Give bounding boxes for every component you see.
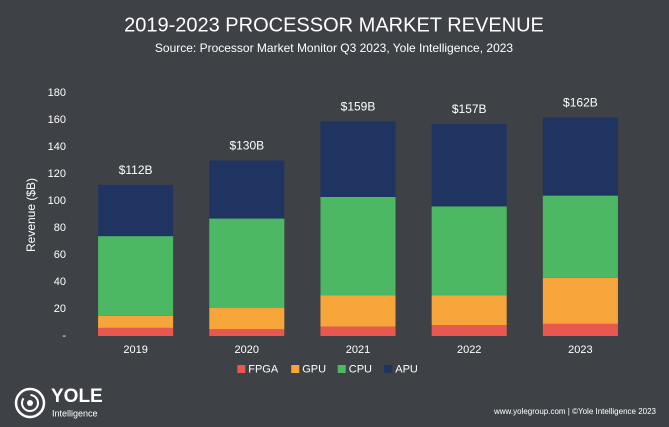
logo-ring <box>14 387 46 419</box>
x-tick-label: 2023 <box>568 344 592 356</box>
chart-subtitle: Source: Processor Market Monitor Q3 2023… <box>155 41 514 55</box>
bar-segment <box>320 326 396 336</box>
bar-segment <box>320 196 396 296</box>
y-tick-label: 20 <box>54 303 66 315</box>
total-label: $112B <box>119 163 153 177</box>
total-label: $159B <box>341 100 376 114</box>
legend-swatch <box>337 365 346 373</box>
total-label: $130B <box>229 139 264 153</box>
footer: www.yolegroup.com | ©Yole Intelligence 2… <box>493 407 657 416</box>
logo <box>14 387 46 419</box>
y-tick-label: 80 <box>54 222 66 234</box>
legend-label: APU <box>395 363 418 375</box>
legend-swatch <box>237 365 246 373</box>
x-tick-label: 2021 <box>346 344 370 356</box>
x-tick-label: 2022 <box>457 344 481 356</box>
bar-segment <box>542 277 618 324</box>
x-tick-label: 2020 <box>235 344 259 356</box>
legend-swatch <box>291 365 300 373</box>
total-label: $162B <box>563 95 598 109</box>
y-tick-label: 60 <box>54 249 66 261</box>
logo-spiral <box>21 394 39 412</box>
bar-segment <box>209 160 285 219</box>
bar-segment <box>98 315 174 328</box>
legend-label: GPU <box>302 363 326 375</box>
bar-segment <box>98 184 174 237</box>
legend-swatch <box>384 365 393 373</box>
logo-dot <box>27 400 33 406</box>
y-tick-label: 140 <box>48 141 66 153</box>
logo-tagline: Intelligence <box>52 408 98 418</box>
bar-segment <box>209 329 285 336</box>
bar-segment <box>98 236 174 316</box>
chart-title: 2019-2023 PROCESSOR MARKET REVENUE <box>124 14 544 36</box>
bar-segment <box>431 206 507 296</box>
bar-segment <box>320 295 396 327</box>
bar-segment <box>542 195 618 278</box>
bar-segment <box>431 325 507 336</box>
y-axis-label: Revenue ($B) <box>24 178 38 252</box>
bar-segment <box>431 124 507 207</box>
bar-segment <box>542 117 618 196</box>
y-tick-label: 180 <box>48 87 66 99</box>
bar-segment <box>98 327 174 336</box>
bar-segment <box>320 121 396 197</box>
x-tick-label: 2019 <box>123 344 147 356</box>
y-tick-label: 120 <box>48 168 66 180</box>
legend-label: FPGA <box>248 363 279 375</box>
y-tick-label: 40 <box>54 276 66 288</box>
total-label: $157B <box>452 102 487 116</box>
y-tick-label: 160 <box>48 114 66 126</box>
bar-segment <box>542 323 618 336</box>
y-tick-label: 100 <box>48 195 66 207</box>
bar-segment <box>209 218 285 308</box>
legend-label: CPU <box>349 363 372 375</box>
logo-text: YOLE <box>51 386 103 407</box>
bar-segment <box>431 295 507 326</box>
y-tick-label: - <box>62 330 66 342</box>
bar-segment <box>209 307 285 330</box>
